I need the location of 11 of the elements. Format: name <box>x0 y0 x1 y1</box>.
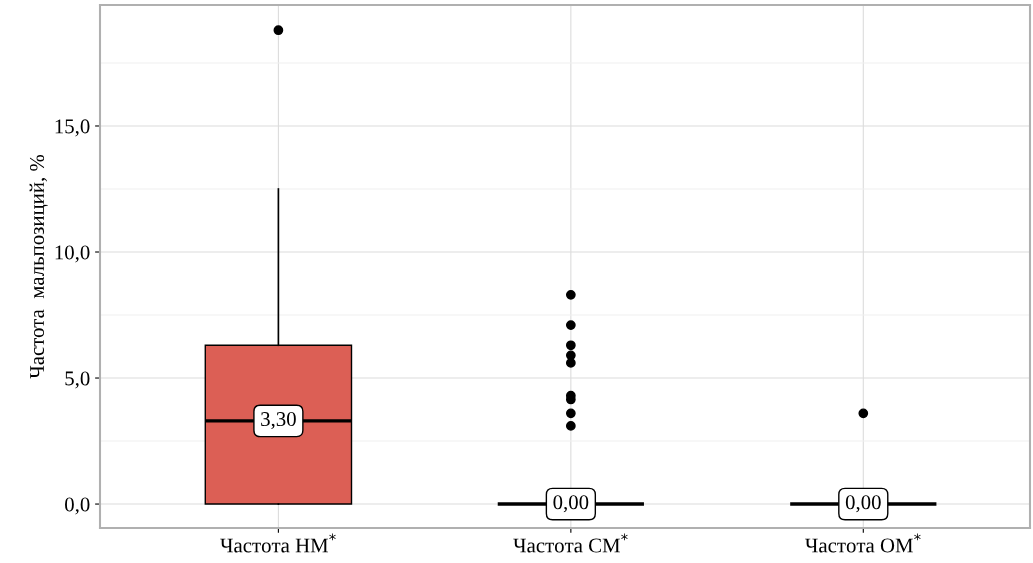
x-tick-label: Частота НМ$^{*}$ <box>220 533 336 553</box>
y-tick-label: 0,0 <box>65 497 90 515</box>
annotation: 0,00 <box>845 495 881 513</box>
y-tick-label: 5,0 <box>65 371 90 389</box>
annotation: 0,00 <box>553 495 589 513</box>
annotation: 3,30 <box>261 412 296 430</box>
x-tick-label: Частота СМ$^{*}$ <box>513 533 628 553</box>
y-tick-label: 15,0 <box>55 119 90 137</box>
y-axis-title: Частота мальпозиций, % <box>29 154 48 379</box>
y-tick-label: 10,0 <box>55 245 90 263</box>
x-tick-label: Частота ОМ$^{*}$ <box>805 533 921 553</box>
